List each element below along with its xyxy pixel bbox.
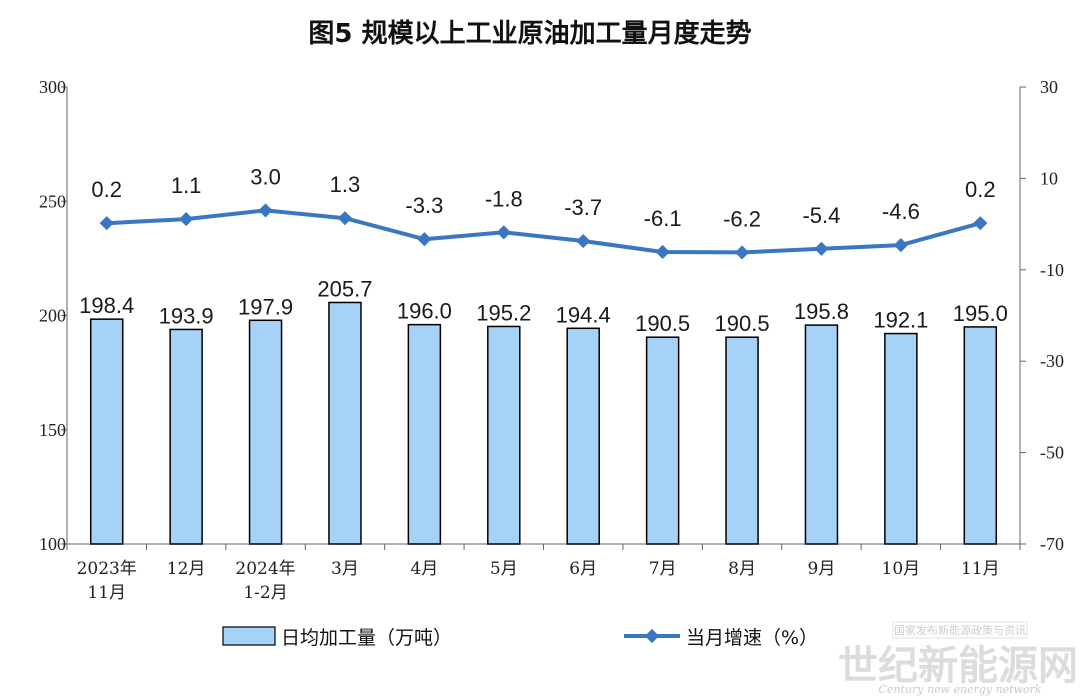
x-tick-label: 2023年: [77, 559, 137, 579]
line-point: [734, 245, 750, 260]
bar-data-label: 198.4: [79, 293, 134, 318]
line-point: [655, 244, 670, 260]
line-point: [99, 216, 114, 231]
y-left-tick-label: 300: [39, 77, 66, 97]
line-data-label: -6.2: [723, 206, 761, 231]
x-tick-label: 5月: [490, 559, 518, 579]
bar-data-label: 196.0: [397, 299, 452, 324]
line-point: [417, 232, 432, 247]
line-point: [973, 216, 988, 231]
bar-data-label: 195.8: [794, 299, 849, 324]
x-tick-label: 9月: [808, 559, 836, 579]
bar-data-label: 193.9: [159, 303, 214, 328]
bar-data-label: 192.1: [873, 308, 928, 333]
x-tick-label: 2024年: [235, 559, 295, 579]
line-point: [893, 238, 908, 253]
x-tick-label: 11月: [87, 583, 126, 603]
legend: 日均加工量（万吨） 当月增速（%）: [222, 626, 818, 649]
x-axis-ticks: 2023年 11月 12月 2024年 1-2月 3月 4月 5月 6月 7月 8月 9月 10月 11月: [77, 559, 1000, 603]
legend-line-marker: [644, 628, 660, 644]
y-right-tick-label: -30: [1040, 351, 1064, 371]
legend-bar-label: 日均加工量（万吨）: [281, 627, 452, 649]
bar-data-label: 197.9: [238, 294, 293, 319]
bar: [407, 323, 442, 545]
line-data-label: -5.4: [802, 203, 840, 228]
line-point: [179, 212, 194, 227]
bar: [328, 301, 362, 545]
bar: [804, 324, 839, 545]
y-right-tick-label: -10: [1040, 260, 1064, 280]
line-data-label: 0.2: [91, 177, 122, 202]
line-point: [496, 225, 511, 240]
bar: [566, 327, 600, 545]
y-right-tick-label: 30: [1040, 77, 1058, 97]
line-data-label: -1.8: [485, 186, 523, 211]
line-data-label: 3.0: [250, 164, 281, 189]
line-point: [576, 233, 591, 249]
bar: [248, 319, 283, 545]
line-data-label: -3.3: [405, 193, 443, 218]
y-right-tick-label: -70: [1040, 534, 1064, 554]
x-tick-label: 10月: [882, 559, 921, 579]
y-left-tick-label: 200: [39, 306, 66, 326]
x-tick-label: 3月: [331, 559, 359, 579]
x-tick-label: 12月: [167, 559, 206, 579]
line-path: [106, 208, 981, 255]
axes: 100 150 200 250 300 -70 -50 -30 -10 10 30: [39, 77, 1064, 554]
bar: [884, 332, 918, 545]
bar: [487, 325, 521, 545]
watermark-tagline: 国家发布新能源政策与资讯: [894, 623, 1026, 637]
bar: [963, 326, 998, 545]
chart-title: 图5 规模以上工业原油加工量月度走势: [308, 18, 751, 49]
watermark-banner: [892, 621, 1028, 639]
bar-data-label: 195.2: [476, 300, 531, 325]
x-tick-label: 8月: [728, 559, 756, 579]
line-data-label: -4.6: [882, 199, 920, 224]
bar-data-label: 194.4: [556, 302, 611, 327]
line-data-label: 0.2: [965, 177, 996, 202]
x-tick-label: 11月: [961, 559, 1000, 579]
bar-data-label: 190.5: [715, 311, 770, 336]
bar: [89, 318, 124, 545]
line-point: [258, 203, 273, 218]
bar: [725, 336, 759, 545]
watermark: 国家发布新能源政策与资讯 世纪新能源网 Century new energy n…: [838, 621, 1078, 696]
line-data-label: -6.1: [644, 206, 682, 231]
line-data-label: -3.7: [564, 195, 602, 220]
y-left-tick-label: 100: [39, 534, 66, 554]
line-point: [814, 241, 829, 256]
y-right-tick-label: -50: [1040, 443, 1064, 463]
x-tick-label: 7月: [649, 559, 677, 579]
bar: [169, 328, 203, 545]
line-point: [337, 211, 353, 226]
line-series: 0.2 1.1 3.0 1.3 -3.3 -1.8 -3.7 -6.1 -6.2 -5.4 -4.6…: [91, 164, 996, 260]
y-left-tick-label: 250: [39, 191, 66, 211]
bar-data-label: 190.5: [635, 311, 690, 336]
legend-line-label: 当月增速（%）: [686, 627, 818, 649]
legend-bar-swatch: [222, 626, 276, 646]
x-tick-label: 1-2月: [243, 583, 287, 603]
watermark-brand: 世纪新能源网: [838, 642, 1078, 689]
bar-data-label: 195.0: [953, 301, 1008, 326]
x-tick-label: 4月: [410, 559, 438, 579]
y-left-tick-label: 150: [39, 420, 66, 440]
line-data-label: 1.1: [171, 173, 202, 198]
watermark-subtitle: Century new energy network: [878, 683, 1041, 696]
bar-data-label: 205.7: [317, 276, 372, 301]
y-right-tick-label: 10: [1040, 168, 1058, 188]
bar-series: 198.4 193.9 197.9 205.7 196.0 195.2 194.4 190.5…: [79, 276, 1008, 545]
line-data-label: 1.3: [330, 172, 361, 197]
x-tick-label: 6月: [569, 559, 597, 579]
bar: [645, 336, 680, 545]
